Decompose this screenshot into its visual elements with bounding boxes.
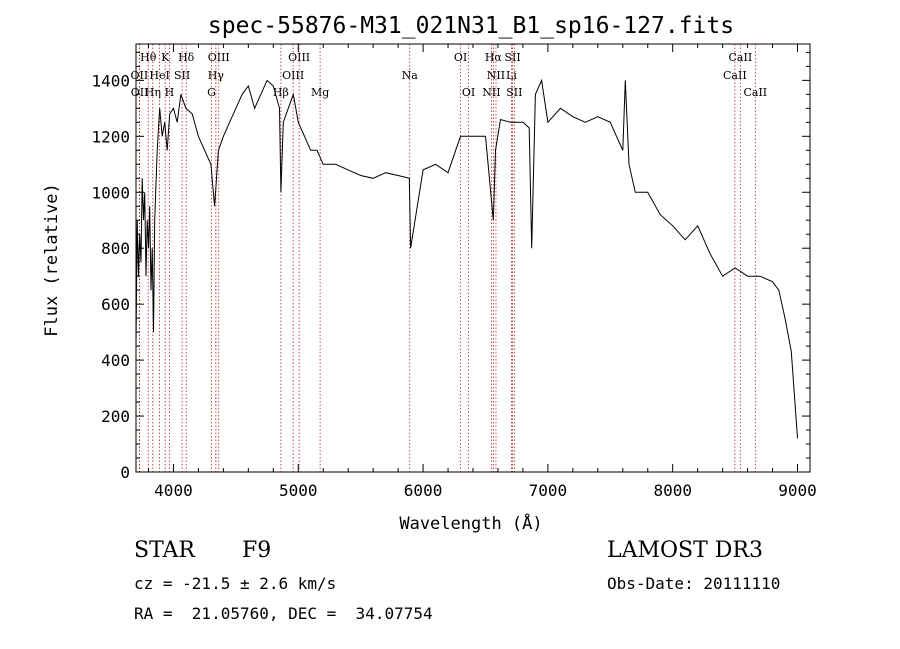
x-tick-label: 4000 [154,481,193,500]
coordinates: RA = 21.05760, DEC = 34.07754 [134,604,433,623]
y-tick-label: 1000 [91,183,130,202]
spectrum-line [135,78,798,439]
spectral-line-label: NII [487,69,505,82]
y-axis: 0 200 400 600 800 1000 1200 1400 [91,51,810,482]
spectral-line-label: OI [454,51,467,64]
chart-title: spec-55876-M31_021N31_B1_sp16-127.fits [208,13,734,39]
x-tick-label: 8000 [653,481,692,500]
spectral-line-label: CaII [729,51,753,64]
spectral-line-label: SII [506,86,522,99]
spectral-line-label: OIII [288,51,310,64]
object-subclass: F9 [242,538,272,563]
spectral-line-label: Na [402,69,419,82]
spectral-line-label: CaII [743,86,767,99]
x-tick-label: 5000 [279,481,318,500]
y-tick-label: 800 [101,239,130,258]
spectral-line-label: Hθ [140,51,157,64]
spectral-line-markers [138,44,756,472]
spectral-line-label: Hγ [208,69,225,82]
y-tick-label: 400 [101,351,130,370]
y-tick-label: 1200 [91,127,130,146]
spectral-line-label: OIII [282,69,304,82]
y-tick-label: 1400 [91,71,130,90]
spectral-line-label: OI [462,86,475,99]
spectral-line-label: SII [504,51,520,64]
y-tick-label: 600 [101,295,130,314]
spectral-line-label: Mg [311,86,329,99]
redshift-text: cz = -21.5 ± 2.6 km/s [134,574,337,593]
spectral-line-label: OIII [208,51,230,64]
plot-frame [135,43,811,473]
x-tick-label: 6000 [404,481,443,500]
spectral-line-label: K [161,51,170,64]
spectral-line-label: H [165,86,175,99]
survey-name: LAMOST DR3 [607,538,763,563]
spectral-line-label: Hδ [178,51,195,64]
spectral-line-label: NII [482,86,500,99]
object-class: STAR [134,538,195,563]
spectral-line-label: OII [131,69,149,82]
spectral-line-label: OII [131,86,149,99]
x-tick-label: 7000 [529,481,568,500]
y-tick-label: 200 [101,407,130,426]
x-axis: 4000 5000 6000 7000 8000 9000 [147,44,817,500]
x-tick-label: 9000 [778,481,817,500]
spectral-line-label: HeI [149,69,169,82]
spectral-line-label: CaII [723,69,747,82]
y-axis-label: Flux (relative) [42,183,62,337]
spectral-line-label: G [207,86,216,99]
spectral-line-label: Hα [485,51,503,64]
x-axis-label: Wavelength (Å) [399,512,542,534]
spectral-line-label: Li [506,69,517,82]
obs-date: Obs-Date: 20111110 [607,574,781,593]
spectral-line-label: Hη [145,86,161,99]
spectral-line-label: SII [174,69,190,82]
y-tick-label: 0 [120,463,130,482]
spectral-line-label: Hβ [273,86,289,99]
